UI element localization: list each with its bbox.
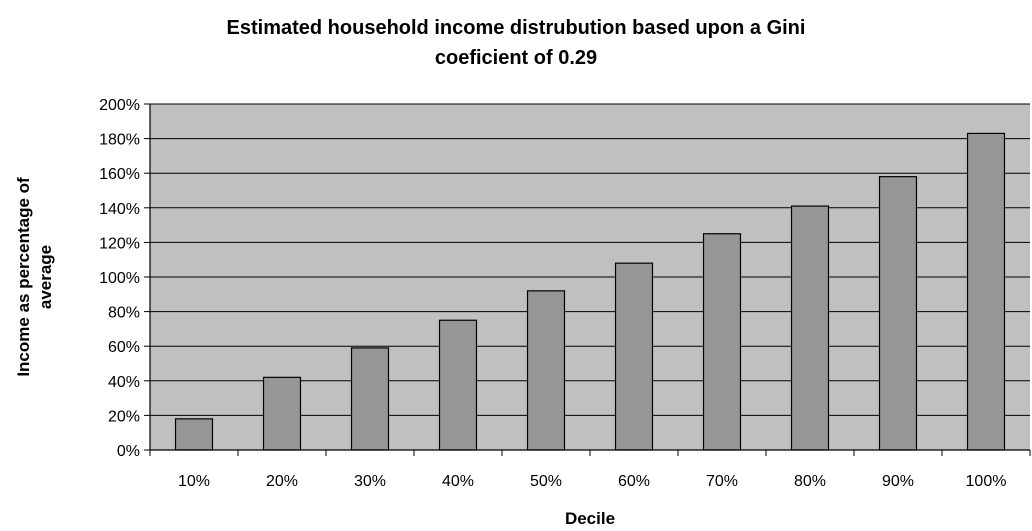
x-tick-label: 20% (266, 473, 298, 490)
bar (350, 347, 390, 451)
y-tick-label: 20% (108, 408, 140, 425)
y-tick-label: 0% (117, 443, 140, 460)
bar (878, 176, 918, 451)
y-tick-label: 200% (99, 97, 140, 114)
x-tick-label: 50% (530, 473, 562, 490)
bar (438, 319, 478, 451)
chart-title-line-2: coeficient of 0.29 (434, 47, 598, 69)
y-tick-label: 40% (108, 374, 140, 391)
x-tick-label: 100% (966, 473, 1007, 490)
y-tick-label: 100% (99, 270, 140, 287)
y-tick-label: 60% (108, 339, 140, 356)
y-tick-label: 80% (108, 305, 140, 322)
y-tick-label: 120% (99, 235, 140, 252)
y-axis-title-line: average (36, 245, 55, 309)
x-tick-label: 60% (618, 473, 650, 490)
x-tick-label: 40% (442, 473, 474, 490)
x-tick-label: 90% (882, 473, 914, 490)
bar (966, 132, 1006, 451)
bar (526, 290, 566, 451)
x-tick-label: 70% (706, 473, 738, 490)
bar (702, 233, 742, 451)
x-tick-label: 30% (354, 473, 386, 490)
y-axis-title-line: Income as percentage of (14, 177, 33, 377)
bar (790, 205, 830, 451)
x-tick-label: 80% (794, 473, 826, 490)
bar (614, 262, 654, 451)
x-tick-label: 10% (178, 473, 210, 490)
y-tick-label: 140% (99, 201, 140, 218)
y-tick-label: 160% (99, 166, 140, 183)
bar (262, 376, 302, 451)
chart-title-line-1: Estimated household income distrubution … (226, 17, 806, 39)
x-axis-title: Decile (565, 509, 615, 528)
y-tick-label: 180% (99, 132, 140, 149)
bar (174, 418, 214, 451)
